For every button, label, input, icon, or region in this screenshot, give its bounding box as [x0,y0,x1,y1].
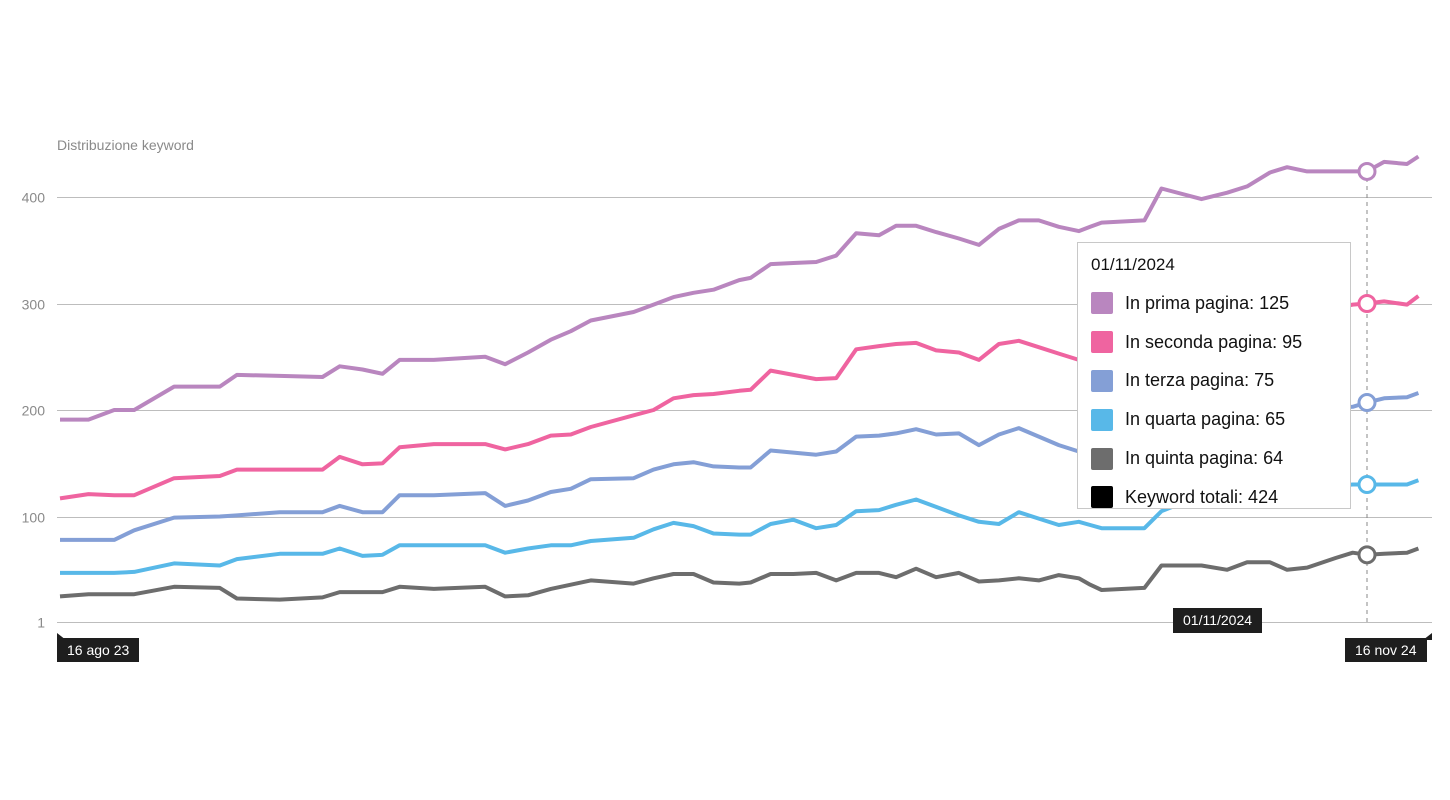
tooltip-row: In prima pagina: 125 [1091,284,1350,323]
y-tick-label: 200 [22,403,46,419]
tooltip: 01/11/2024 In prima pagina: 125 In second… [1077,242,1351,509]
tooltip-label: In prima pagina: 125 [1125,292,1290,313]
tooltip-row: In quarta pagina: 65 [1091,400,1350,439]
series-line-1 [60,154,1420,422]
y-tick-label: 300 [22,297,46,313]
hover-marker-4 [1357,475,1377,495]
tooltip-row: In seconda pagina: 95 [1091,323,1350,362]
hover-marker-1 [1357,161,1377,181]
y-tick-label: 400 [22,190,46,206]
y-tick-label: 100 [22,510,46,526]
x-start-label: 16 ago 23 [57,638,140,662]
hover-marker-2 [1357,294,1377,313]
tooltip-label: In seconda pagina: 95 [1125,331,1303,352]
tooltip-label: In quinta pagina: 64 [1125,448,1284,469]
legend-swatch [1091,408,1113,431]
tooltip-date: 01/11/2024 [1091,255,1175,274]
chart-title: Distribuzione keyword [57,137,194,153]
tooltip-row: In quinta pagina: 64 [1091,439,1350,478]
y-tick-label: 1 [37,615,45,631]
legend-swatch [1091,369,1113,392]
x-end-label: 16 nov 24 [1345,638,1427,662]
tooltip-label: In quarta pagina: 65 [1125,409,1286,430]
hover-marker-3 [1357,393,1377,413]
tooltip-row: Keyword totali: 424 [1091,478,1350,517]
legend-swatch [1091,292,1113,315]
legend-swatch [1091,447,1113,470]
tooltip-label: Keyword totali: 424 [1125,486,1279,507]
tooltip-row: In terza pagina: 75 [1091,362,1350,401]
hover-marker-5 [1357,545,1377,565]
legend-swatch [1091,486,1113,509]
legend-swatch [1091,331,1113,354]
tooltip-label: In terza pagina: 75 [1125,370,1275,391]
series-line-5 [59,546,1420,602]
crosshair-date-label: 01/11/2024 [1173,608,1263,633]
